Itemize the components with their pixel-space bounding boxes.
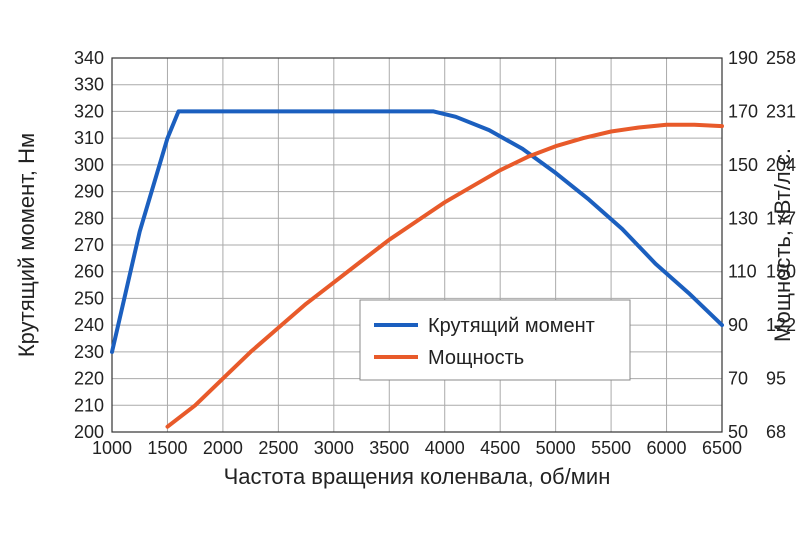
y-right-kw-tick-label: 150: [728, 155, 758, 175]
y-right-hp-tick-label: 68: [766, 422, 786, 442]
chart-svg: 1000150020002500300035004000450050005500…: [0, 0, 800, 535]
y-left-tick-label: 220: [74, 369, 104, 389]
x-tick-label: 4500: [480, 438, 520, 458]
x-tick-label: 3500: [369, 438, 409, 458]
legend-label: Мощность: [428, 347, 524, 369]
y-right-kw-tick-label: 70: [728, 369, 748, 389]
y-right-kw-tick-label: 90: [728, 315, 748, 335]
y-left-tick-label: 210: [74, 395, 104, 415]
y-right-hp-tick-label: 95: [766, 369, 786, 389]
y-left-tick-label: 270: [74, 235, 104, 255]
x-tick-label: 5500: [591, 438, 631, 458]
engine-curve-chart: 1000150020002500300035004000450050005500…: [0, 0, 800, 535]
x-tick-label: 5000: [536, 438, 576, 458]
y-left-tick-label: 340: [74, 48, 104, 68]
y-right-hp-tick-label: 258: [766, 48, 796, 68]
x-tick-label: 3000: [314, 438, 354, 458]
x-tick-label: 2500: [258, 438, 298, 458]
x-tick-label: 1500: [147, 438, 187, 458]
x-tick-label: 6000: [647, 438, 687, 458]
y-right-kw-tick-label: 110: [728, 262, 757, 282]
y-left-tick-label: 260: [74, 262, 104, 282]
y-right-axis-label: Мощность, кВт/л.с.: [770, 148, 795, 342]
y-left-tick-label: 300: [74, 155, 104, 175]
y-left-tick-label: 320: [74, 101, 104, 121]
x-axis-label: Частота вращения коленвала, об/мин: [224, 464, 611, 489]
x-tick-label: 4000: [425, 438, 465, 458]
y-right-kw-tick-label: 50: [728, 422, 748, 442]
y-left-tick-label: 200: [74, 422, 104, 442]
y-left-axis-label: Крутящий момент, Нм: [14, 133, 39, 357]
y-right-hp-tick-label: 231: [766, 101, 796, 121]
x-tick-label: 2000: [203, 438, 243, 458]
y-right-kw-tick-label: 170: [728, 101, 758, 121]
y-left-tick-label: 280: [74, 208, 104, 228]
legend-label: Крутящий момент: [428, 315, 595, 337]
y-right-kw-tick-label: 190: [728, 48, 758, 68]
y-left-tick-label: 230: [74, 342, 104, 362]
y-left-tick-label: 330: [74, 75, 104, 95]
y-left-tick-label: 250: [74, 288, 104, 308]
y-left-tick-label: 240: [74, 315, 104, 335]
y-right-kw-tick-label: 130: [728, 208, 758, 228]
y-left-tick-label: 310: [74, 128, 104, 148]
y-left-tick-label: 290: [74, 182, 104, 202]
